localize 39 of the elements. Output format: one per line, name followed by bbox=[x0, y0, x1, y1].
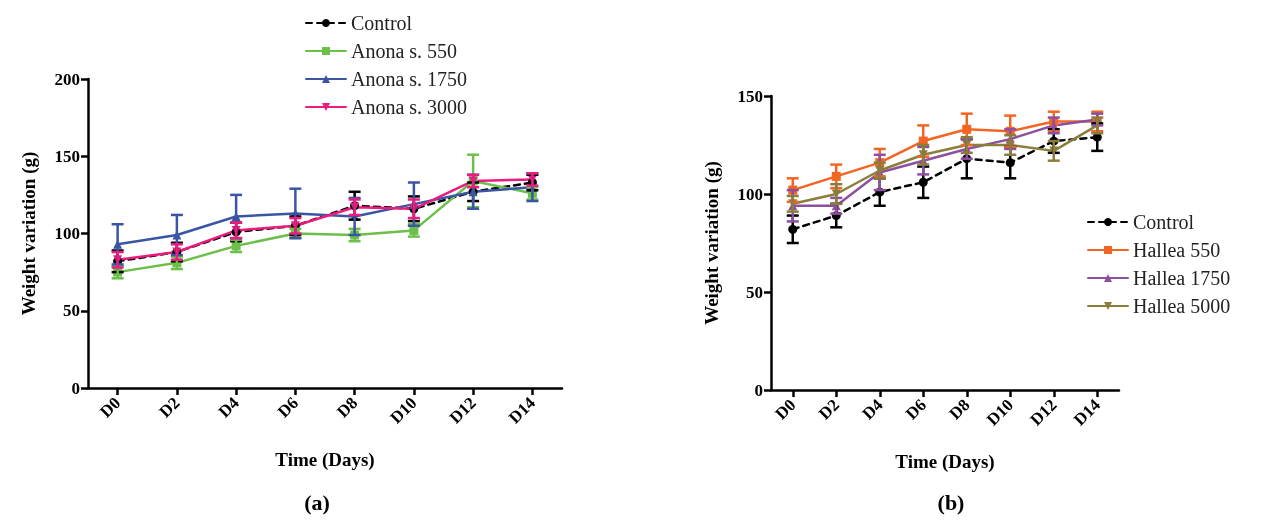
x-tick-label: D8 bbox=[945, 395, 974, 424]
x-tick-label: D0 bbox=[771, 395, 800, 424]
x-tick-label: D12 bbox=[1026, 395, 1061, 430]
y-tick-label: 50 bbox=[746, 282, 763, 302]
x-tick-label: D2 bbox=[814, 395, 843, 424]
y-tick-label: 50 bbox=[63, 301, 80, 321]
x-tick-label: D10 bbox=[386, 393, 421, 428]
x-tick-label: D4 bbox=[858, 394, 887, 424]
legend-label: Control bbox=[1133, 211, 1195, 233]
y-tick-label: 0 bbox=[754, 380, 763, 400]
x-tick-label: D8 bbox=[333, 393, 362, 422]
legend-label: Hallea 5000 bbox=[1133, 295, 1231, 317]
x-tick-label: D10 bbox=[982, 395, 1017, 430]
legend-label: Anona s. 1750 bbox=[351, 68, 468, 90]
y-axis-title: Weight variation (g) bbox=[701, 161, 723, 325]
x-axis-title: Time (Days) bbox=[275, 449, 375, 471]
x-tick-label: D14 bbox=[504, 392, 540, 428]
legend-label: Hallea 550 bbox=[1133, 239, 1221, 261]
x-axis-title: Time (Days) bbox=[895, 451, 995, 473]
y-axis-title: Weight variation (g) bbox=[18, 151, 40, 316]
legend-label: Hallea 1750 bbox=[1133, 267, 1231, 289]
x-tick-label: D6 bbox=[901, 395, 930, 424]
x-tick-label: D0 bbox=[96, 393, 125, 422]
x-tick-label: D4 bbox=[214, 392, 244, 422]
y-tick-label: 100 bbox=[54, 224, 80, 243]
x-tick-label: D6 bbox=[273, 393, 303, 422]
legend-label: Anona s. 550 bbox=[351, 40, 458, 62]
y-tick-label: 150 bbox=[54, 146, 80, 166]
x-tick-label: D14 bbox=[1069, 394, 1105, 430]
text: (a) bbox=[304, 489, 330, 515]
legend-label: Anona s. 3000 bbox=[351, 96, 468, 118]
y-tick-label: 150 bbox=[737, 86, 763, 106]
y-tick-label: 200 bbox=[54, 69, 80, 89]
x-tick-label: D12 bbox=[445, 393, 480, 428]
x-tick-label: D2 bbox=[155, 393, 184, 422]
text: (b) bbox=[937, 489, 965, 515]
legend-label: Control bbox=[351, 12, 413, 34]
y-tick-label: 0 bbox=[71, 378, 80, 398]
y-tick-label: 100 bbox=[737, 184, 763, 204]
